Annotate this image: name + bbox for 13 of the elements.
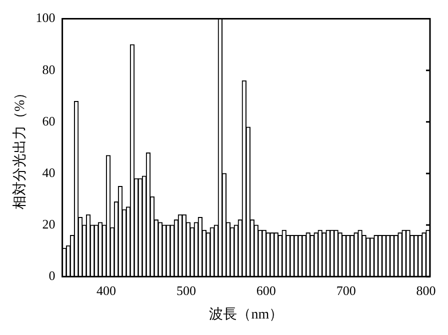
x-tick-label: 700 xyxy=(336,282,356,298)
y-axis-title: 相対分光出力（%） xyxy=(12,86,28,210)
x-axis-title: 波長（nm） xyxy=(209,306,284,322)
y-tick-label: 100 xyxy=(36,10,56,26)
y-tick-label: 0 xyxy=(48,268,56,284)
x-tick-label: 600 xyxy=(256,282,276,298)
y-tick-label: 80 xyxy=(42,62,56,77)
x-tick-label: 400 xyxy=(96,282,116,298)
y-tick-label: 60 xyxy=(42,113,56,128)
y-tick-label: 20 xyxy=(42,216,56,232)
x-tick-label: 800 xyxy=(416,282,436,298)
y-tick-label: 40 xyxy=(42,164,56,180)
x-tick-label: 500 xyxy=(176,282,196,298)
